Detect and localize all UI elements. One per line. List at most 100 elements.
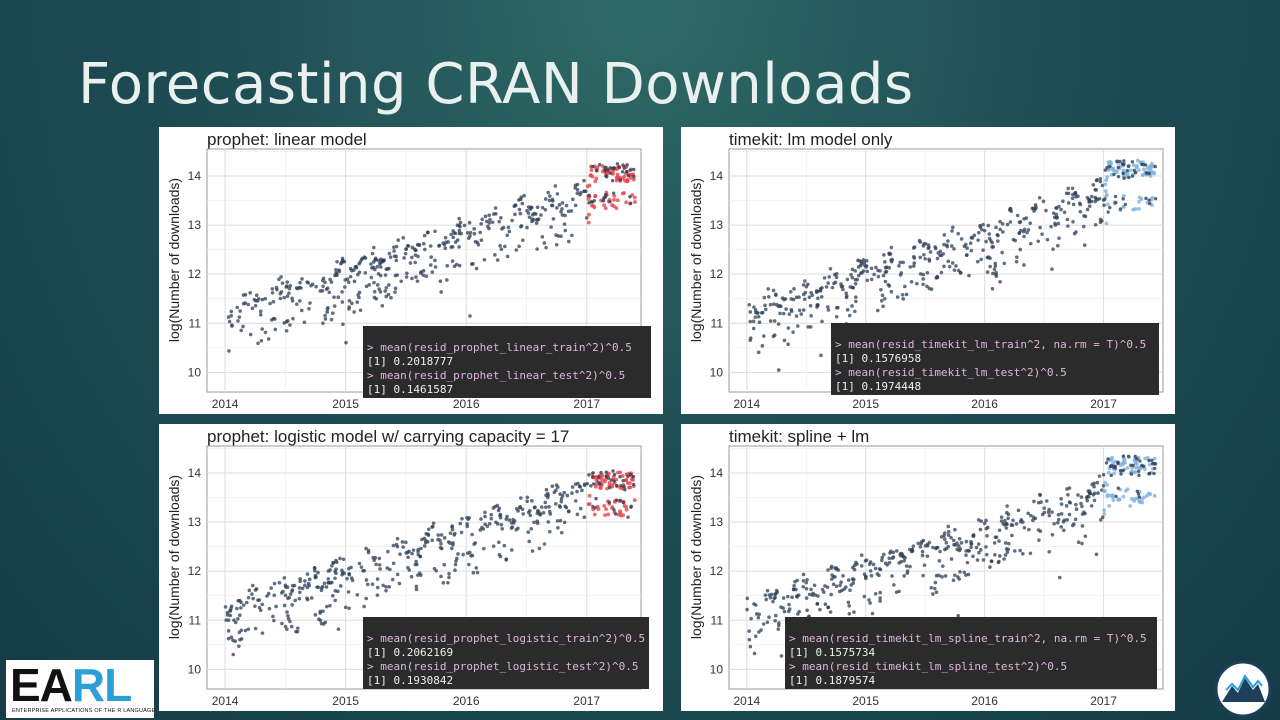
actual-point xyxy=(589,484,593,488)
data-point xyxy=(859,564,864,568)
data-point xyxy=(320,584,325,589)
data-point xyxy=(1036,528,1041,532)
data-point xyxy=(929,585,934,590)
data-point xyxy=(462,223,467,228)
data-point xyxy=(921,277,925,281)
data-point xyxy=(555,206,559,210)
data-point xyxy=(1094,188,1098,192)
actual-point xyxy=(1150,458,1154,463)
data-point xyxy=(472,227,476,231)
data-point xyxy=(1059,525,1064,529)
data-point xyxy=(328,277,332,282)
data-point xyxy=(853,282,858,286)
data-point xyxy=(336,295,341,300)
data-point xyxy=(253,588,258,592)
data-point xyxy=(1018,548,1022,553)
actual-point xyxy=(1114,494,1118,499)
data-point xyxy=(1067,486,1072,490)
actual-point xyxy=(1121,171,1125,176)
data-point xyxy=(949,557,954,561)
actual-point xyxy=(1113,466,1117,470)
actual-point xyxy=(611,469,615,473)
data-point xyxy=(988,264,992,269)
data-point xyxy=(820,285,824,290)
data-point xyxy=(415,279,420,283)
actual-point xyxy=(1135,489,1139,494)
forecast-point xyxy=(599,485,603,490)
data-point xyxy=(519,195,524,199)
console-cmd: > mean(resid_timekit_lm_spline_test^2)^0… xyxy=(789,660,1068,673)
data-point xyxy=(279,275,283,279)
data-point xyxy=(246,627,251,631)
data-point xyxy=(1056,221,1061,226)
data-point xyxy=(902,574,906,578)
actual-point xyxy=(615,498,619,502)
data-point xyxy=(313,568,317,573)
data-point xyxy=(422,544,427,548)
data-point xyxy=(1004,526,1009,530)
data-point xyxy=(292,583,297,588)
forecast-point xyxy=(602,203,607,208)
actual-point xyxy=(1147,198,1151,202)
data-point xyxy=(282,603,287,608)
data-point xyxy=(346,280,351,285)
data-point xyxy=(321,284,325,289)
data-point xyxy=(1042,506,1046,510)
data-point xyxy=(975,259,980,264)
data-point xyxy=(773,618,777,623)
forecast-point xyxy=(631,478,635,482)
data-point xyxy=(573,499,578,503)
data-point xyxy=(801,572,806,577)
forecast-point xyxy=(1133,470,1138,474)
data-point xyxy=(253,303,258,308)
forecast-point xyxy=(1142,495,1146,500)
data-point xyxy=(819,295,824,299)
actual-point xyxy=(610,178,615,183)
data-point xyxy=(946,533,951,537)
y-tick-label: 12 xyxy=(710,267,724,281)
forecast-point xyxy=(1102,512,1107,516)
data-point xyxy=(1025,230,1029,235)
data-point xyxy=(350,578,355,583)
data-point xyxy=(578,192,582,197)
data-point xyxy=(421,241,426,246)
data-point xyxy=(544,493,548,498)
data-point xyxy=(309,596,314,600)
data-point xyxy=(993,264,998,268)
data-point xyxy=(921,282,925,287)
forecast-point xyxy=(620,191,625,196)
data-point xyxy=(347,606,351,611)
data-point xyxy=(378,273,383,278)
data-point xyxy=(981,248,985,252)
data-point xyxy=(562,520,567,525)
data-point xyxy=(1066,492,1070,497)
actual-point xyxy=(626,474,630,479)
data-point xyxy=(834,584,839,589)
data-point xyxy=(378,290,383,294)
data-point xyxy=(848,588,852,593)
data-point xyxy=(340,300,345,304)
data-point xyxy=(282,576,287,580)
data-point xyxy=(263,296,268,301)
data-point xyxy=(519,496,523,500)
data-point xyxy=(794,587,798,592)
data-point xyxy=(1068,500,1073,505)
data-point xyxy=(931,592,935,596)
data-point xyxy=(890,574,894,578)
data-point xyxy=(408,261,413,265)
data-point xyxy=(765,588,770,593)
data-point xyxy=(958,271,963,275)
data-point xyxy=(270,291,275,295)
data-point xyxy=(864,258,869,263)
data-point xyxy=(925,284,929,289)
data-point xyxy=(510,218,514,223)
data-point xyxy=(228,613,233,618)
data-point xyxy=(414,275,418,279)
data-point xyxy=(424,274,429,279)
data-point xyxy=(326,577,331,581)
data-point xyxy=(504,557,509,561)
data-point xyxy=(1059,512,1064,516)
actual-point xyxy=(1132,168,1136,173)
data-point xyxy=(847,313,852,318)
data-point xyxy=(753,634,758,639)
